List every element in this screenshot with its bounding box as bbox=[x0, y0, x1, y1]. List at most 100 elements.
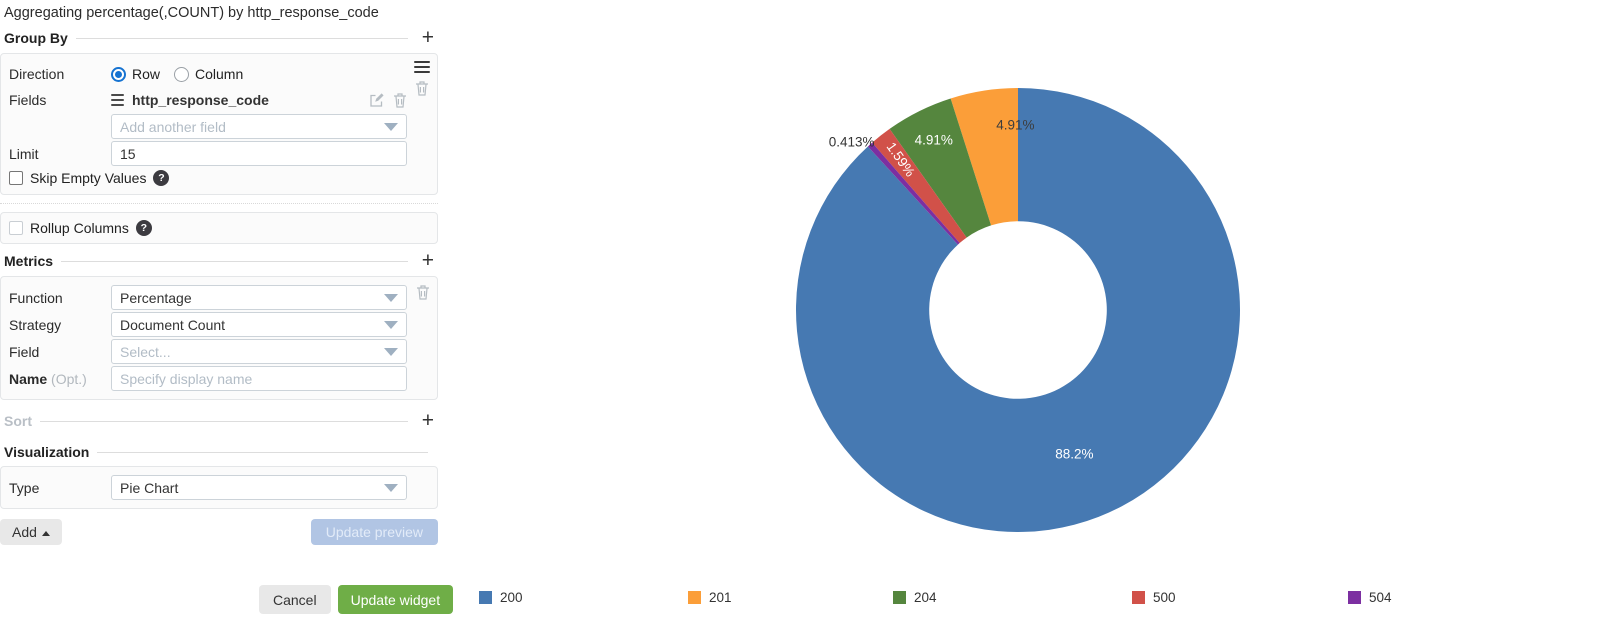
skip-empty-checkbox[interactable] bbox=[9, 171, 23, 185]
strategy-select[interactable]: Document Count bbox=[111, 312, 407, 337]
metric-field-label: Field bbox=[9, 343, 40, 360]
metric-field-select[interactable]: Select... bbox=[111, 339, 407, 364]
group-by-label: Group By bbox=[4, 30, 68, 46]
legend-label: 204 bbox=[914, 590, 937, 605]
add-field-select[interactable]: Add another field bbox=[111, 114, 407, 139]
sort-label: Sort bbox=[4, 413, 32, 429]
help-icon[interactable]: ? bbox=[153, 170, 170, 186]
direction-row: Direction Row Column bbox=[9, 62, 429, 86]
skip-empty-row: Skip Empty Values ? bbox=[9, 170, 429, 186]
divider bbox=[0, 203, 438, 204]
limit-row: Limit bbox=[9, 141, 429, 166]
metrics-section-header: Metrics + bbox=[4, 250, 438, 271]
chevron-down-icon bbox=[384, 483, 398, 492]
metric-field-row: Field Select... bbox=[9, 339, 429, 364]
legend-label: 500 bbox=[1153, 590, 1176, 605]
chevron-down-icon bbox=[384, 122, 398, 131]
metric-remove-button[interactable] bbox=[416, 284, 430, 300]
visualization-label: Visualization bbox=[4, 444, 90, 460]
radio-icon[interactable] bbox=[174, 66, 190, 82]
strategy-label: Strategy bbox=[9, 316, 62, 333]
widget-edit-panel: Aggregating percentage(,COUNT) by http_r… bbox=[0, 0, 438, 545]
legend-item-500[interactable]: 500 bbox=[1132, 590, 1176, 605]
type-select[interactable]: Pie Chart bbox=[111, 475, 407, 500]
legend-swatch-icon bbox=[688, 591, 701, 604]
pie-slice-200[interactable] bbox=[796, 88, 1241, 532]
legend-item-504[interactable]: 504 bbox=[1348, 590, 1392, 605]
direction-label: Direction bbox=[9, 66, 65, 82]
chevron-down-icon bbox=[384, 347, 398, 356]
legend-swatch-icon bbox=[893, 591, 906, 604]
field-delete-button[interactable] bbox=[393, 92, 407, 108]
pie-slice-201[interactable] bbox=[950, 88, 1018, 226]
legend-swatch-icon bbox=[1132, 591, 1145, 604]
field-name: http_response_code bbox=[132, 92, 269, 108]
rollup-box: Rollup Columns ? bbox=[0, 212, 438, 244]
group-by-section-header: Group By + bbox=[4, 27, 438, 48]
help-icon[interactable]: ? bbox=[135, 220, 152, 236]
type-row: Type Pie Chart bbox=[9, 475, 429, 500]
radio-icon[interactable] bbox=[111, 66, 126, 82]
metrics-add-button[interactable]: + bbox=[418, 250, 438, 271]
update-preview-button[interactable]: Update preview bbox=[310, 519, 438, 545]
legend-label: 504 bbox=[1369, 590, 1392, 605]
sort-add-button[interactable]: + bbox=[418, 410, 438, 431]
direction-radio-group: Row Column bbox=[111, 66, 407, 82]
panel-actions: Add Update preview bbox=[0, 519, 438, 545]
skip-empty-label: Skip Empty Values bbox=[30, 170, 147, 186]
function-value: Percentage bbox=[120, 289, 192, 306]
legend-item-200[interactable]: 200 bbox=[479, 590, 523, 605]
rollup-checkbox[interactable] bbox=[9, 221, 23, 235]
rollup-label: Rollup Columns bbox=[30, 220, 129, 236]
drag-handle-icon[interactable] bbox=[414, 61, 430, 73]
fields-row: Fields http_response_code bbox=[9, 88, 429, 112]
field-pill: http_response_code bbox=[111, 92, 407, 108]
legend-swatch-icon bbox=[479, 591, 492, 604]
chevron-down-icon bbox=[384, 293, 398, 302]
field-edit-button[interactable] bbox=[369, 92, 385, 108]
rollup-row: Rollup Columns ? bbox=[9, 220, 429, 236]
divider bbox=[97, 451, 428, 453]
limit-input[interactable] bbox=[111, 141, 407, 166]
direction-column-option[interactable]: Column bbox=[174, 66, 243, 82]
page-title: Aggregating percentage(,COUNT) by http_r… bbox=[4, 5, 379, 21]
type-value: Pie Chart bbox=[120, 479, 179, 496]
caret-up-icon bbox=[41, 530, 50, 536]
add-button[interactable]: Add bbox=[0, 519, 62, 545]
cancel-button[interactable]: Cancel bbox=[259, 585, 331, 614]
direction-column-option-label: Column bbox=[195, 66, 244, 82]
field-drag-handle-icon[interactable] bbox=[111, 94, 124, 106]
metrics-label: Metrics bbox=[4, 253, 54, 269]
metrics-box: Function Percentage Strategy Document Co… bbox=[0, 276, 438, 400]
metric-name-row: Name (Opt.) bbox=[9, 366, 429, 391]
limit-label: Limit bbox=[9, 145, 39, 162]
add-field-row: Add another field bbox=[9, 114, 429, 139]
function-label: Function bbox=[9, 289, 63, 306]
sort-section-header: Sort + bbox=[4, 410, 438, 431]
strategy-row: Strategy Document Count bbox=[9, 312, 429, 337]
pie-slice-label: 4.91% bbox=[996, 117, 1034, 132]
metric-name-input[interactable] bbox=[111, 366, 407, 391]
direction-row-option-label: Row bbox=[132, 66, 161, 82]
metric-field-placeholder: Select... bbox=[120, 343, 171, 360]
pie-slice-label: 88.2% bbox=[1055, 446, 1093, 461]
group-by-box: Direction Row Column Fields http_respons… bbox=[0, 53, 438, 195]
pie-slice-504[interactable] bbox=[867, 142, 960, 245]
update-widget-button[interactable]: Update widget bbox=[337, 585, 454, 614]
legend-item-201[interactable]: 201 bbox=[688, 590, 732, 605]
legend-item-204[interactable]: 204 bbox=[893, 590, 937, 605]
pie-slice-204[interactable] bbox=[889, 98, 992, 238]
pie-slice-500[interactable] bbox=[872, 128, 967, 244]
strategy-value: Document Count bbox=[120, 316, 226, 333]
add-field-placeholder: Add another field bbox=[120, 118, 226, 135]
group-by-add-button[interactable]: + bbox=[418, 27, 438, 48]
group-by-remove-button[interactable] bbox=[415, 80, 429, 96]
type-label: Type bbox=[9, 479, 40, 496]
direction-row-option[interactable]: Row bbox=[111, 66, 160, 82]
pie-slice-label: 0.413% bbox=[829, 135, 875, 150]
divider bbox=[40, 420, 408, 422]
function-select[interactable]: Percentage bbox=[111, 285, 407, 310]
metric-name-label: Name (Opt.) bbox=[9, 370, 87, 387]
